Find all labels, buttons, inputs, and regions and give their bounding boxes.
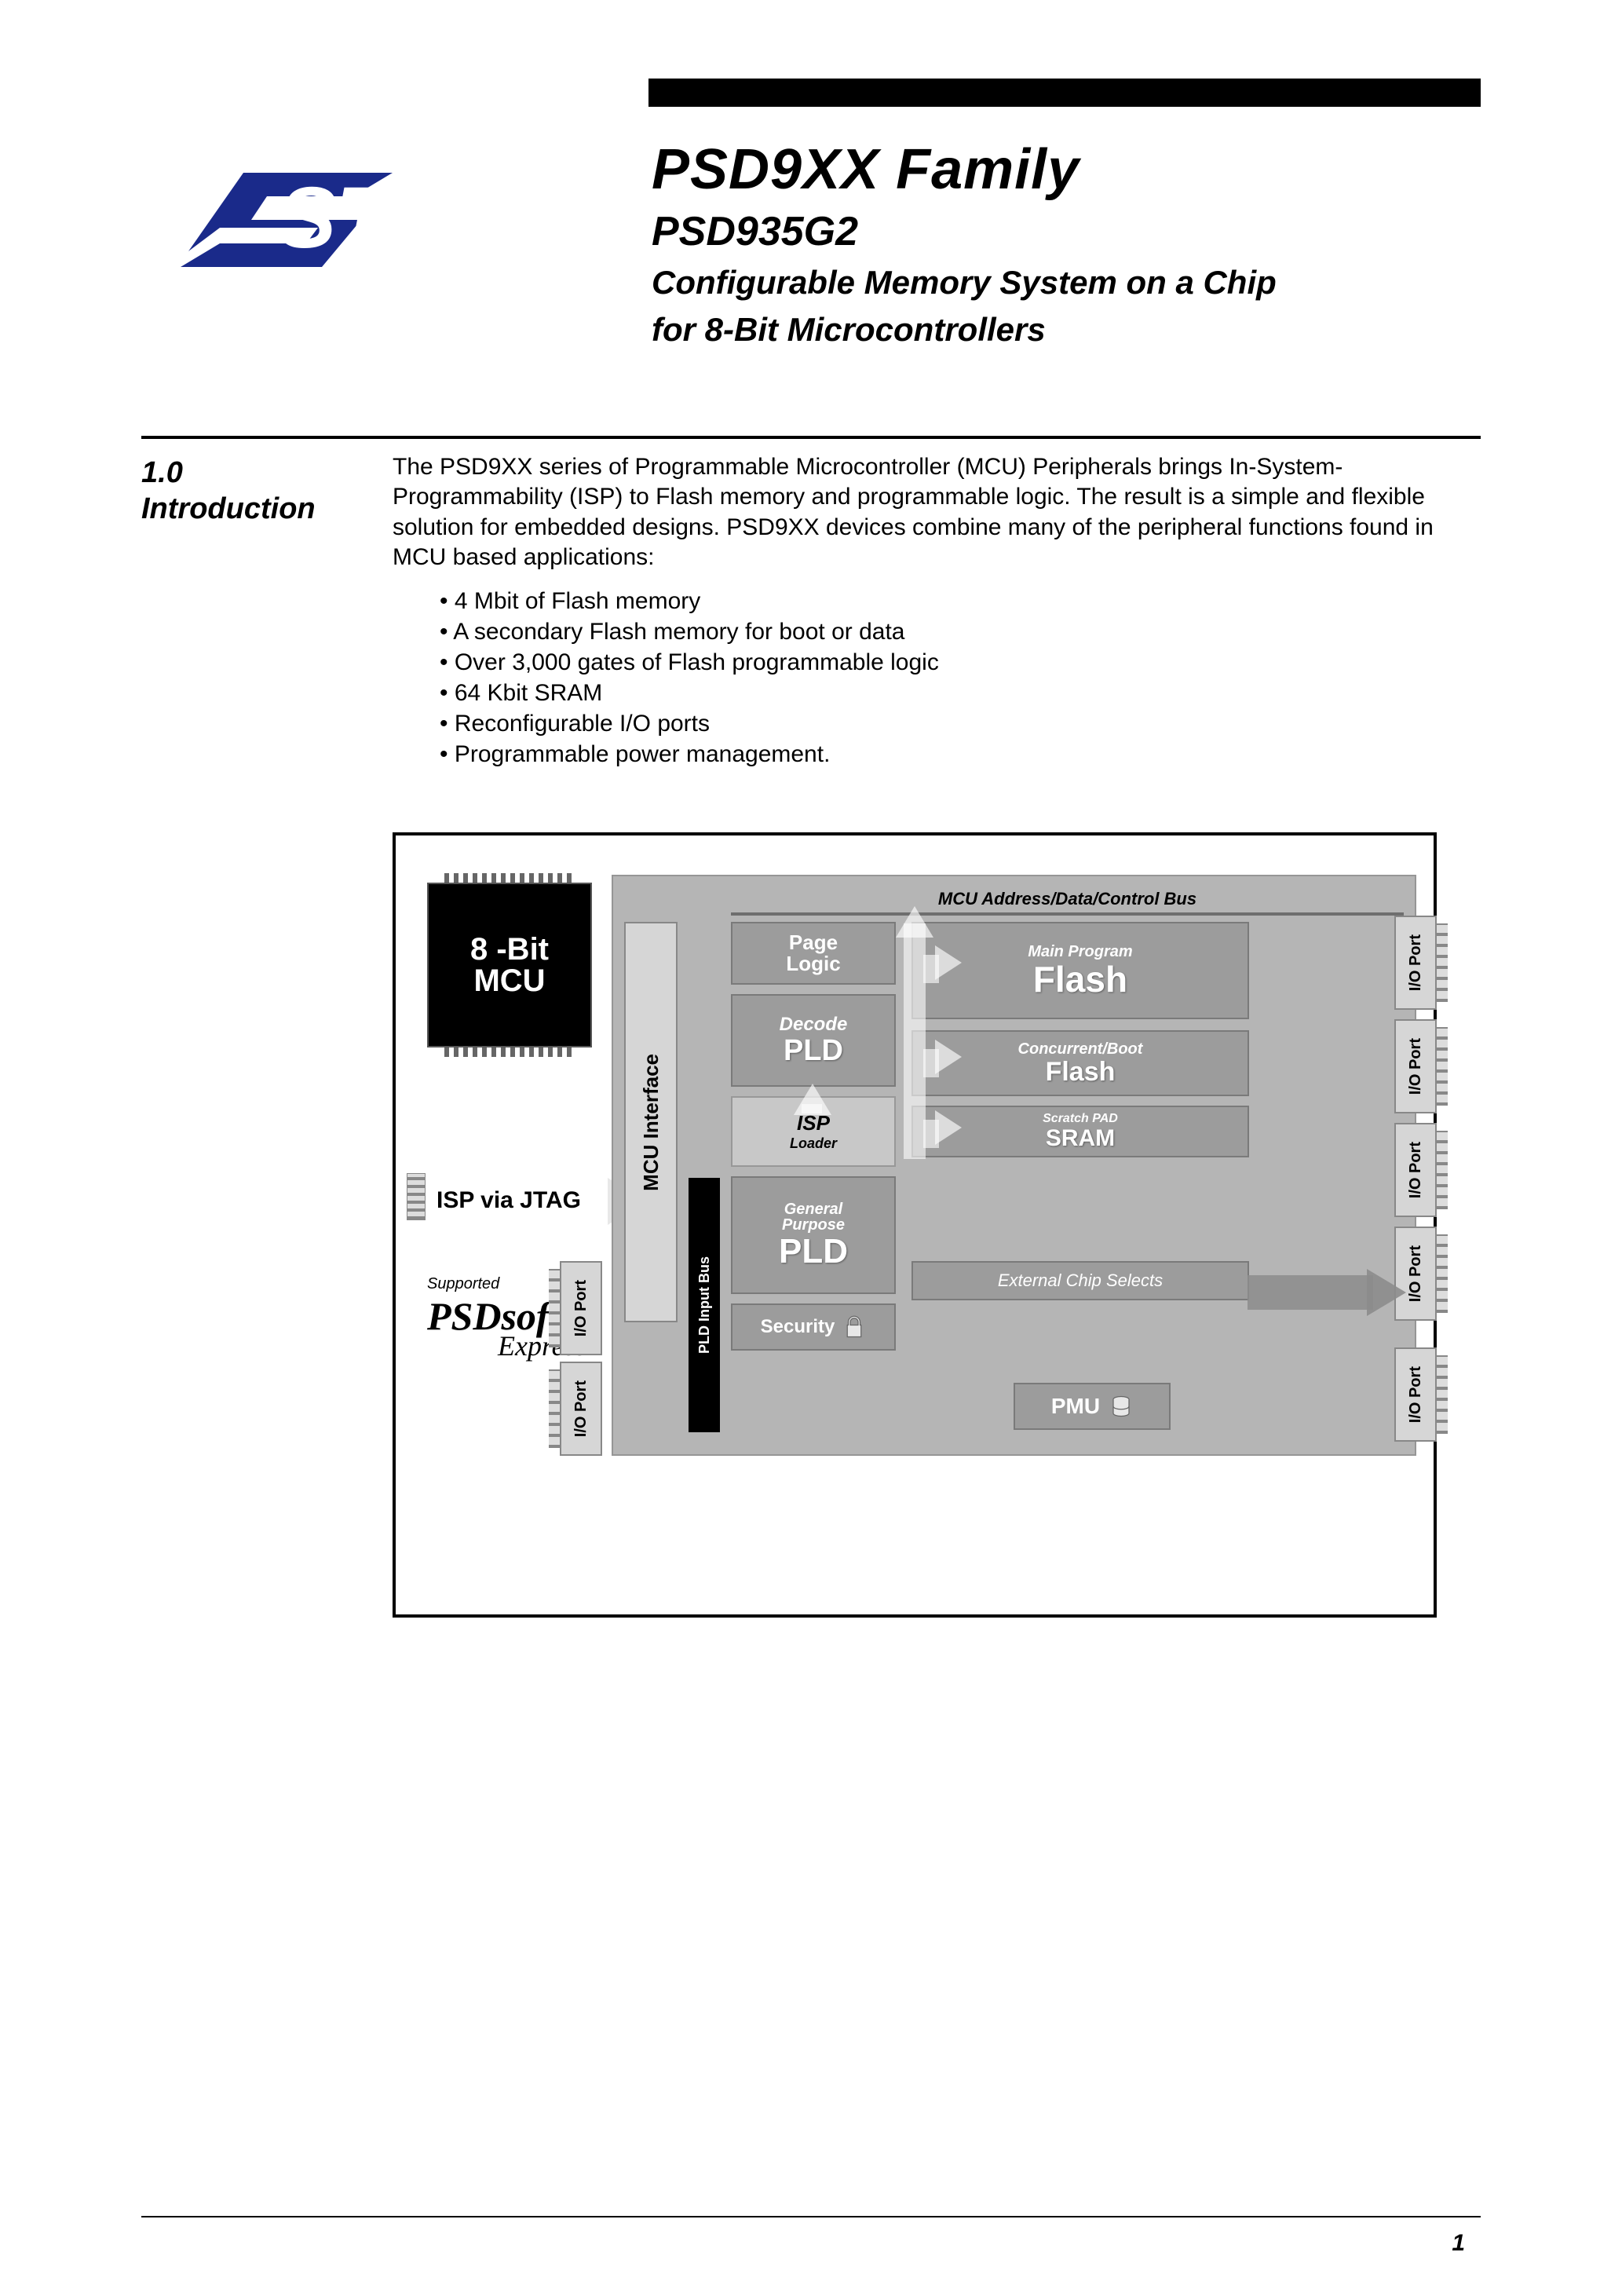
io-port-label: I/O Port bbox=[1407, 934, 1425, 991]
decode-l2: PLD bbox=[784, 1036, 843, 1066]
isp-jtag-pins-icon bbox=[407, 1173, 426, 1220]
main-flash-block: Main Program Flash bbox=[911, 922, 1249, 1019]
bullet-item: 64 Kbit SRAM bbox=[440, 678, 1476, 708]
io-port-block: I/O Port bbox=[1394, 916, 1437, 1010]
isp-l2: Loader bbox=[790, 1135, 837, 1152]
datasheet-page: ST PSD9XX Family PSD935G2 Configurable M… bbox=[0, 0, 1622, 2296]
arrow-icon bbox=[935, 1040, 962, 1074]
arrow-icon bbox=[935, 1110, 962, 1145]
psd-chip-block: MCU Address/Data/Control Bus MCU Interfa… bbox=[612, 875, 1416, 1456]
block-diagram: 8 -Bit MCU ISP via JTAG Supported PSDsof… bbox=[393, 832, 1437, 1618]
gp-l2: Purpose bbox=[782, 1217, 845, 1233]
feature-list: 4 Mbit of Flash memory A secondary Flash… bbox=[393, 586, 1476, 770]
subtitle-line1: Configurable Memory System on a Chip bbox=[652, 263, 1437, 302]
lock-icon bbox=[842, 1315, 866, 1339]
mcu-chip: 8 -Bit MCU bbox=[427, 883, 592, 1047]
title-block: PSD9XX Family PSD935G2 Configurable Memo… bbox=[652, 137, 1437, 350]
io-port-label: I/O Port bbox=[1407, 1038, 1425, 1095]
family-title: PSD9XX Family bbox=[652, 137, 1437, 202]
arrow-icon bbox=[935, 945, 962, 980]
part-number: PSD935G2 bbox=[652, 208, 1437, 255]
io-port-label: I/O Port bbox=[1407, 1366, 1425, 1423]
bullet-item: Reconfigurable I/O ports bbox=[440, 708, 1476, 739]
bullet-item: Programmable power management. bbox=[440, 739, 1476, 770]
bullet-item: Over 3,000 gates of Flash programmable l… bbox=[440, 647, 1476, 678]
page-number: 1 bbox=[1452, 2230, 1465, 2257]
page-logic-l2: Logic bbox=[786, 953, 840, 974]
arrow-stem bbox=[1248, 1275, 1373, 1310]
sram-block: Scratch PAD SRAM bbox=[911, 1106, 1249, 1157]
pld-input-bus-label: PLD Input Bus bbox=[696, 1256, 713, 1354]
section-title: Introduction bbox=[141, 492, 361, 528]
io-port-block: I/O Port bbox=[560, 1261, 602, 1355]
section-number: 1.0 bbox=[141, 455, 361, 492]
pld-input-bus-block: PLD Input Bus bbox=[689, 1178, 720, 1432]
header-black-bar bbox=[648, 79, 1481, 107]
concurrent-flash-block: Concurrent/Boot Flash bbox=[911, 1030, 1249, 1096]
pmu-block: PMU bbox=[1014, 1383, 1171, 1430]
io-port-block: I/O Port bbox=[1394, 1123, 1437, 1217]
io-port-block: I/O Port bbox=[1394, 1347, 1437, 1442]
svg-text:ST: ST bbox=[279, 170, 395, 266]
right-column: Main Program Flash Concurrent/Boot Flash… bbox=[911, 922, 1249, 1308]
mid-column: Page Logic Decode PLD ISP Loader General… bbox=[731, 922, 896, 1351]
io-port-label: I/O Port bbox=[572, 1380, 590, 1437]
main-flash-l1: Main Program bbox=[1028, 944, 1132, 960]
page-logic-l1: Page bbox=[789, 932, 838, 953]
external-chip-selects-block: External Chip Selects bbox=[911, 1261, 1249, 1300]
bus-title: MCU Address/Data/Control Bus bbox=[731, 886, 1404, 912]
io-port-label: I/O Port bbox=[1407, 1142, 1425, 1198]
mcu-label-2: MCU bbox=[473, 965, 545, 996]
st-logo: ST bbox=[173, 165, 408, 279]
section-rule bbox=[141, 436, 1481, 439]
mcu-interface-block: MCU Interface bbox=[624, 922, 678, 1322]
sram-l2: SRAM bbox=[1046, 1127, 1115, 1150]
section-heading: 1.0 Introduction bbox=[141, 455, 361, 527]
security-label: Security bbox=[761, 1316, 835, 1338]
pmu-label: PMU bbox=[1051, 1394, 1100, 1419]
gp-l3: PLD bbox=[779, 1234, 848, 1269]
io-port-block: I/O Port bbox=[560, 1362, 602, 1456]
arrow-icon bbox=[896, 906, 933, 938]
isp-jtag-label: ISP via JTAG bbox=[427, 1183, 590, 1219]
bus-line bbox=[731, 912, 1404, 916]
gp-l1: General bbox=[784, 1201, 842, 1217]
mcu-label-1: 8 -Bit bbox=[470, 934, 549, 965]
decode-pld-block: Decode PLD bbox=[731, 994, 896, 1087]
footer-rule bbox=[141, 2216, 1481, 2217]
arrow-stem bbox=[904, 923, 926, 1159]
io-port-block: I/O Port bbox=[1394, 1019, 1437, 1113]
sram-l1: Scratch PAD bbox=[1043, 1113, 1118, 1125]
general-pld-block: General Purpose PLD bbox=[731, 1176, 896, 1294]
security-block: Security bbox=[731, 1303, 896, 1351]
conc-flash-l2: Flash bbox=[1046, 1058, 1116, 1085]
subtitle-line2: for 8-Bit Microcontrollers bbox=[652, 310, 1437, 349]
ext-cs-label: External Chip Selects bbox=[998, 1270, 1163, 1291]
io-port-label: I/O Port bbox=[572, 1280, 590, 1336]
intro-paragraph: The PSD9XX series of Programmable Microc… bbox=[393, 452, 1476, 573]
io-port-label: I/O Port bbox=[1407, 1245, 1425, 1302]
decode-l1: Decode bbox=[780, 1015, 848, 1034]
page-logic-block: Page Logic bbox=[731, 922, 896, 985]
arrow-icon bbox=[794, 1084, 831, 1115]
bullet-item: 4 Mbit of Flash memory bbox=[440, 586, 1476, 616]
bullet-item: A secondary Flash memory for boot or dat… bbox=[440, 616, 1476, 647]
mcu-interface-label: MCU Interface bbox=[639, 1054, 663, 1191]
conc-flash-l1: Concurrent/Boot bbox=[1018, 1041, 1143, 1057]
arrow-icon bbox=[1367, 1269, 1406, 1316]
body-text: The PSD9XX series of Programmable Microc… bbox=[393, 452, 1476, 770]
main-flash-l2: Flash bbox=[1033, 961, 1127, 997]
database-icon bbox=[1109, 1395, 1133, 1418]
